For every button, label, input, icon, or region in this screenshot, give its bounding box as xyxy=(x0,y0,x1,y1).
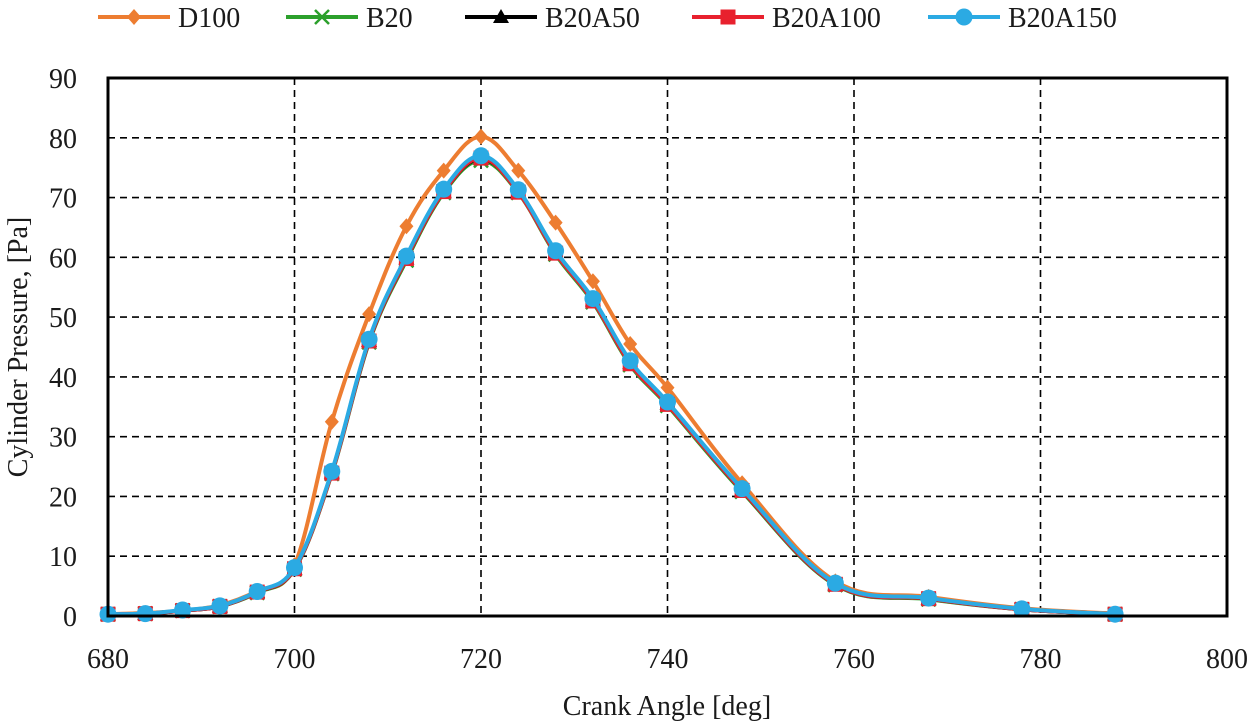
y-tick-label: 50 xyxy=(49,303,77,334)
x-tick-label: 740 xyxy=(647,644,689,675)
data-point-b20a150 xyxy=(136,605,154,623)
legend-label-d100: D100 xyxy=(178,3,240,34)
grid xyxy=(108,78,1227,616)
series-line-b20 xyxy=(107,158,1116,617)
data-point-d100 xyxy=(585,273,600,290)
data-point-b20a150 xyxy=(1013,600,1031,618)
data-point-d100 xyxy=(362,306,377,323)
series-layer xyxy=(99,128,1124,623)
data-point-b20a150 xyxy=(659,393,676,411)
series-d100 xyxy=(101,128,1123,623)
legend-marker-d100 xyxy=(127,9,141,25)
data-point-b20a150 xyxy=(323,462,341,480)
x-axis-title: Crank Angle [deg] xyxy=(563,691,771,722)
data-point-b20a150 xyxy=(920,589,938,607)
y-tick-label: 10 xyxy=(49,542,77,573)
data-point-b20a150 xyxy=(174,601,192,619)
y-axis-title: Cylinder Pressure, [Pa] xyxy=(3,217,34,478)
legend-item-b20a50: B20A50 xyxy=(465,3,640,34)
y-tick-labels: 0 10 20 30 40 50 60 70 80 90 xyxy=(49,64,77,633)
legend-label-b20: B20 xyxy=(366,3,413,34)
legend-label-b20a150: B20A150 xyxy=(1008,3,1117,34)
data-point-d100 xyxy=(324,413,339,430)
data-point-d100 xyxy=(436,162,451,179)
data-point-d100 xyxy=(511,162,526,179)
y-tick-label: 60 xyxy=(49,243,77,274)
x-tick-labels: 680 700 720 740 760 780 800 xyxy=(87,644,1248,675)
data-point-b20a150 xyxy=(584,290,602,308)
data-point-d100 xyxy=(474,128,488,145)
series-line-b20a50 xyxy=(107,156,1116,617)
legend-label-b20a50: B20A50 xyxy=(545,3,640,34)
data-point-b20a150 xyxy=(286,559,303,577)
series-b20a150 xyxy=(99,147,1124,623)
data-point-b20a150 xyxy=(211,597,229,615)
legend: D100 B20 B20A50 B20A100 B20A150 xyxy=(98,3,1117,34)
data-point-b20a150 xyxy=(435,180,453,198)
y-tick-label: 0 xyxy=(63,602,77,633)
data-point-b20a150 xyxy=(547,242,565,260)
x-tick-label: 680 xyxy=(87,644,129,675)
legend-item-b20a100: B20A100 xyxy=(692,3,881,34)
data-point-b20a150 xyxy=(1106,605,1124,623)
data-point-d100 xyxy=(399,218,414,235)
data-point-b20a150 xyxy=(248,582,266,600)
series-line-d100 xyxy=(107,134,1116,617)
series-b20a50 xyxy=(100,150,1124,621)
legend-item-d100: D100 xyxy=(98,3,240,34)
series-line-b20a150 xyxy=(107,153,1116,617)
data-point-b20a150 xyxy=(397,247,415,265)
series-b20 xyxy=(100,152,1123,623)
y-tick-label: 80 xyxy=(49,124,77,155)
data-point-b20a150 xyxy=(826,574,844,592)
y-tick-label: 40 xyxy=(49,363,77,394)
legend-item-b20a150: B20A150 xyxy=(928,3,1117,34)
data-point-b20a150 xyxy=(733,480,751,498)
x-tick-label: 800 xyxy=(1206,644,1248,675)
legend-label-b20a100: B20A100 xyxy=(772,3,881,34)
legend-marker-b20a100 xyxy=(720,9,736,25)
x-tick-label: 760 xyxy=(833,644,875,675)
legend-marker-b20a150 xyxy=(955,8,973,26)
data-point-b20a150 xyxy=(472,147,490,165)
data-point-b20a150 xyxy=(509,181,527,199)
data-point-d100 xyxy=(548,214,563,231)
series-b20a100 xyxy=(100,150,1123,622)
y-tick-label: 70 xyxy=(49,184,77,215)
legend-marker-b20 xyxy=(314,9,330,25)
legend-marker-b20a50 xyxy=(493,9,509,23)
x-tick-label: 700 xyxy=(274,644,316,675)
plot-frame xyxy=(106,76,1229,618)
data-point-b20a150 xyxy=(360,330,378,348)
x-tick-label: 780 xyxy=(1020,644,1062,675)
y-tick-label: 20 xyxy=(49,482,77,513)
y-tick-label: 30 xyxy=(49,423,77,454)
data-point-b20a150 xyxy=(621,352,639,370)
x-tick-label: 720 xyxy=(460,644,502,675)
series-line-b20a100 xyxy=(107,156,1116,617)
data-point-d100 xyxy=(623,336,638,353)
legend-item-b20: B20 xyxy=(286,3,413,34)
y-tick-label: 90 xyxy=(49,64,77,95)
data-point-d100 xyxy=(660,379,675,396)
